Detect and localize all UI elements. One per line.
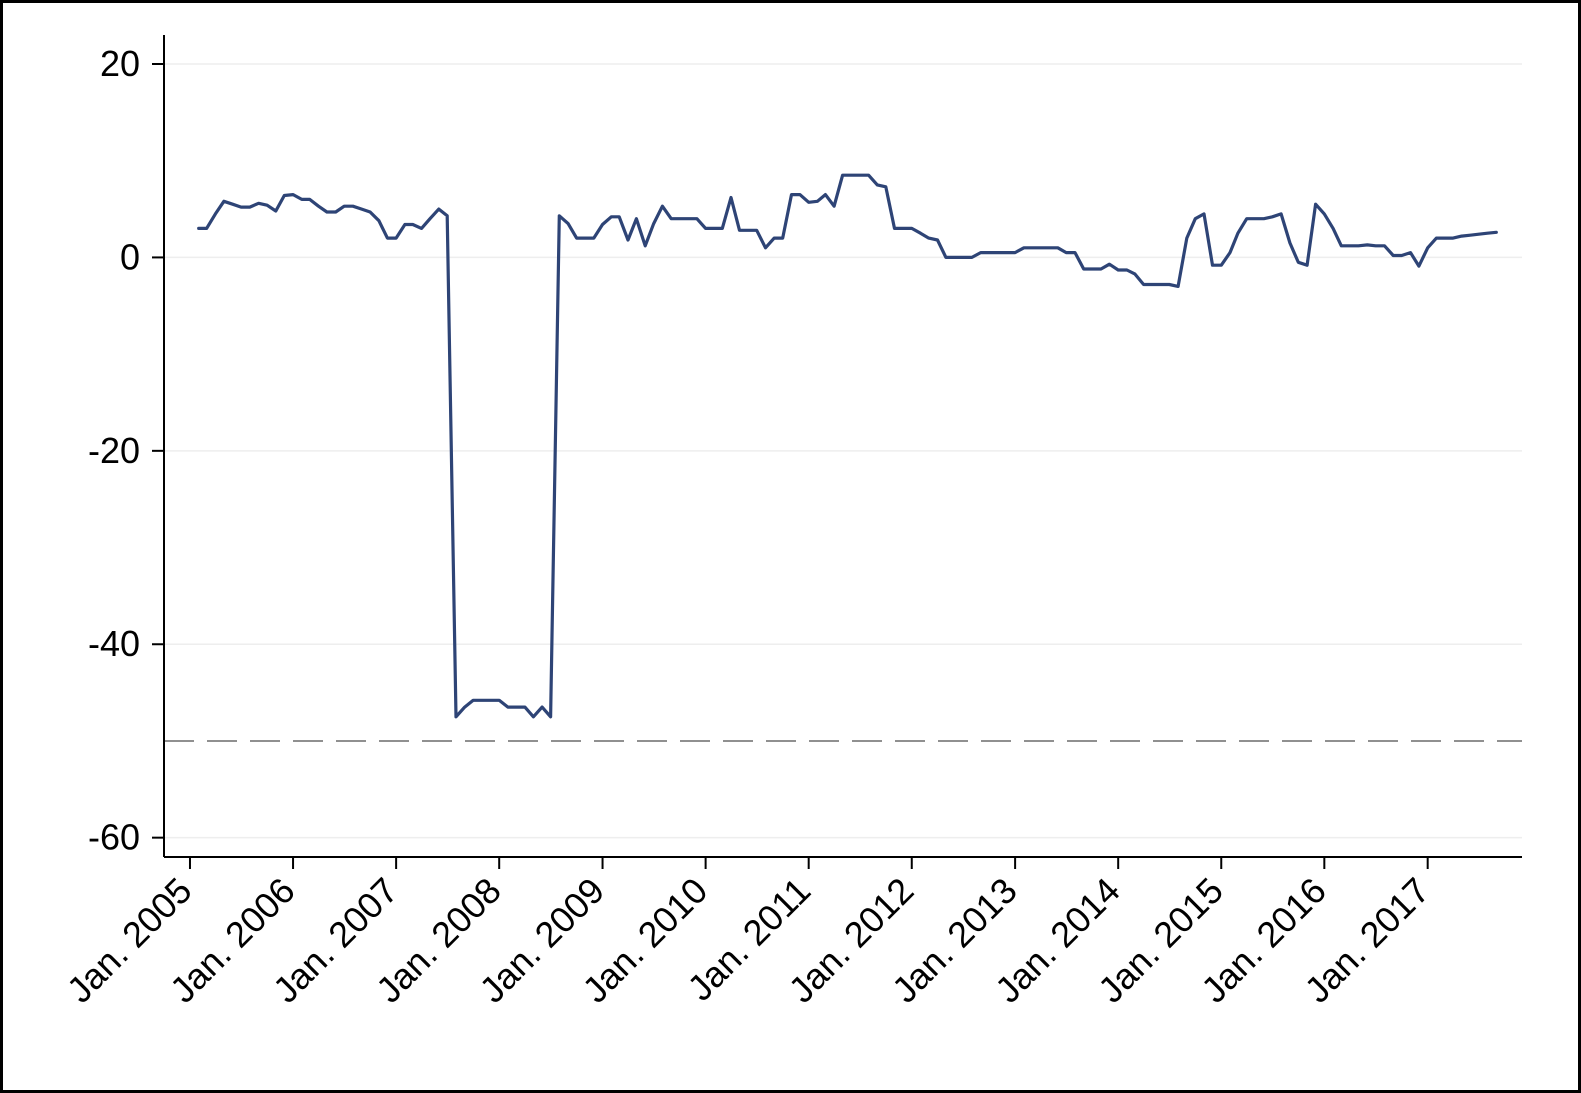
y-tick-label: -40 <box>88 623 140 664</box>
series-line <box>197 173 1498 719</box>
y-tick-label: -20 <box>88 430 140 471</box>
gridlines <box>164 63 1522 839</box>
axes <box>163 35 1522 858</box>
y-tick-label: -60 <box>88 817 140 858</box>
y-tick-label: 20 <box>100 43 140 84</box>
y-axis-ticks: 20 0 -20 -40 -60 <box>88 43 164 858</box>
y-tick-label: 0 <box>120 236 140 277</box>
series-layer <box>197 173 1498 719</box>
